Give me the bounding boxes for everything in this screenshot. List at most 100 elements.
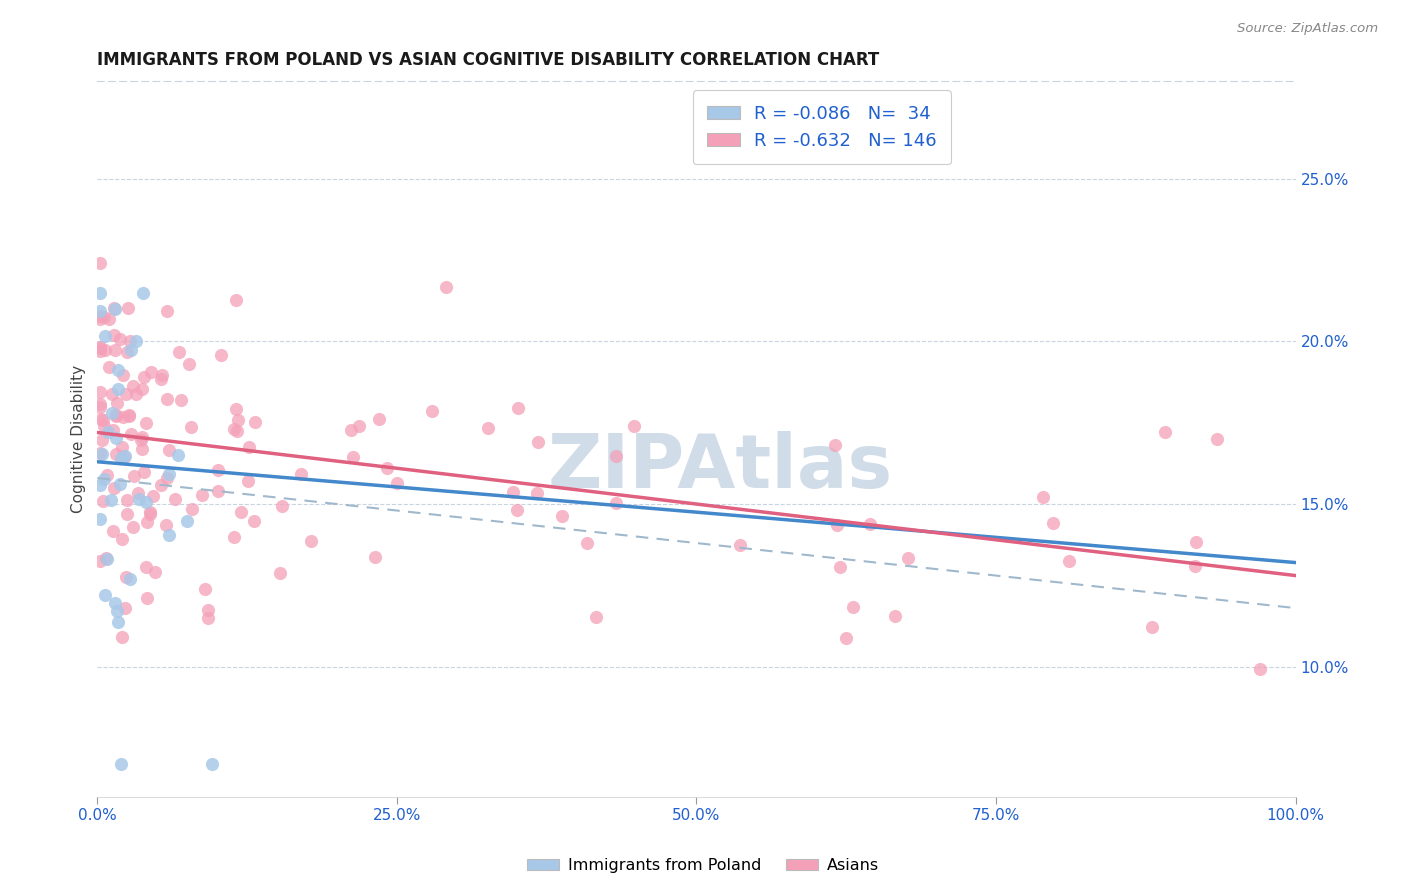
Point [135, 515, 157, 529]
Point [121, 520, 143, 534]
Point [89, 446, 111, 460]
Point [156, 304, 179, 318]
Point [114, 449, 136, 463]
Point [209, 348, 232, 362]
Point [89, 385, 111, 400]
Point [134, 466, 156, 480]
Point [104, 301, 127, 316]
Point [96, 552, 118, 566]
Point [132, 370, 155, 384]
Point [105, 396, 128, 410]
Point [131, 442, 153, 457]
Point [89, 285, 111, 300]
Point [236, 474, 259, 488]
Point [114, 386, 136, 401]
Point [90, 447, 112, 461]
Point [97, 359, 120, 374]
Point [89, 309, 111, 323]
Point [605, 495, 627, 509]
Point [145, 565, 167, 579]
Point [105, 409, 128, 424]
Point [89, 477, 111, 491]
Point [89, 341, 111, 355]
Point [111, 631, 134, 645]
Point [226, 413, 249, 427]
Point [605, 449, 627, 463]
Point [115, 493, 138, 508]
Point [125, 334, 148, 349]
Point [377, 461, 399, 475]
Point [149, 477, 172, 491]
Point [157, 467, 180, 481]
Point [117, 344, 139, 359]
Point [434, 279, 457, 293]
Point [114, 600, 136, 615]
Point [93, 472, 115, 486]
Point [225, 425, 247, 439]
Point [93, 419, 115, 434]
Point [110, 757, 132, 772]
Point [118, 408, 141, 422]
Point [122, 468, 145, 483]
Point [117, 301, 139, 316]
Point [93, 310, 115, 325]
Point [127, 486, 149, 500]
Point [270, 499, 292, 513]
Point [89, 553, 111, 567]
Point [101, 387, 124, 401]
Point [156, 471, 179, 485]
Point [89, 401, 111, 415]
Point [91, 413, 114, 427]
Point [170, 393, 193, 408]
Point [120, 572, 142, 586]
Point [112, 450, 135, 464]
Point [115, 570, 138, 584]
Point [89, 340, 111, 354]
Point [623, 419, 645, 434]
Point [290, 467, 312, 482]
Point [107, 382, 129, 396]
Point [96, 425, 118, 440]
Point [108, 477, 131, 491]
Point [207, 463, 229, 477]
Point [135, 560, 157, 574]
Point [89, 512, 111, 526]
Point [89, 396, 111, 410]
Point [135, 494, 157, 508]
Point [1042, 516, 1064, 531]
Point [89, 304, 111, 318]
Point [242, 514, 264, 528]
Text: Source: ZipAtlas.com: Source: ZipAtlas.com [1237, 22, 1378, 36]
Point [90, 412, 112, 426]
Point [107, 363, 129, 377]
Point [125, 386, 148, 401]
Point [859, 516, 882, 531]
Point [104, 409, 127, 423]
Point [224, 422, 246, 436]
Point [526, 485, 548, 500]
Point [135, 591, 157, 605]
Point [728, 538, 751, 552]
Point [207, 483, 229, 498]
Point [238, 440, 260, 454]
Point [94, 343, 117, 357]
Point [150, 368, 173, 383]
Point [103, 328, 125, 343]
Point [94, 550, 117, 565]
Point [367, 412, 389, 426]
Point [155, 517, 177, 532]
Point [506, 401, 529, 415]
Legend: Immigrants from Poland, Asians: Immigrants from Poland, Asians [520, 852, 886, 880]
Point [139, 504, 162, 518]
Point [225, 293, 247, 307]
Point [89, 256, 111, 270]
Point [131, 285, 153, 300]
Point [103, 481, 125, 495]
Point [131, 382, 153, 396]
Point [120, 343, 142, 357]
Point [112, 368, 135, 382]
Point [118, 334, 141, 348]
Point [201, 757, 224, 772]
Point [1185, 535, 1208, 549]
Point [129, 433, 152, 447]
